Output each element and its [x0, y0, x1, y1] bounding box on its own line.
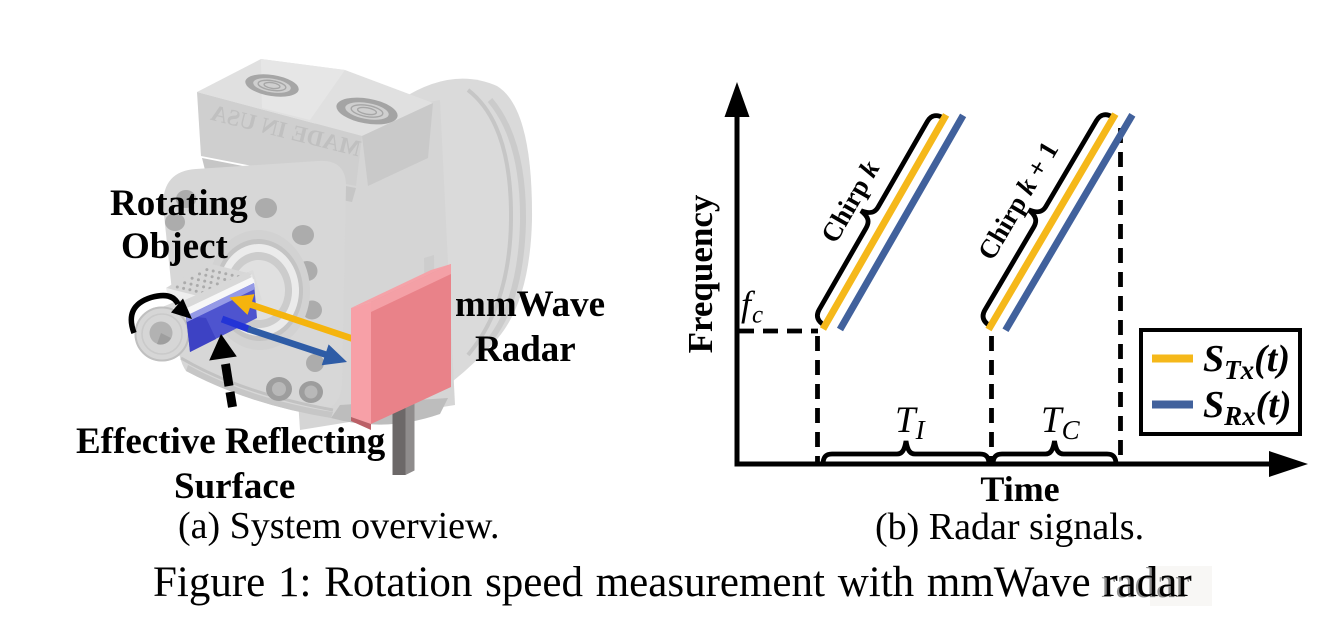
- svg-text:TC: TC: [1041, 400, 1081, 445]
- svg-text:Rotating: Rotating: [110, 183, 248, 224]
- svg-text:radar: radar: [1101, 560, 1189, 607]
- svg-text:Object: Object: [121, 226, 229, 267]
- svg-text:Radar: Radar: [475, 329, 576, 370]
- svg-text:SRx(t): SRx(t): [1203, 384, 1292, 431]
- svg-text:Frequency: Frequency: [681, 194, 720, 353]
- svg-text:fc: fc: [741, 284, 763, 329]
- svg-text:Time: Time: [980, 469, 1059, 509]
- svg-text:Figure 1: Rotation speed measu: Figure 1: Rotation speed measurement wit…: [153, 559, 1192, 606]
- svg-text:Effective Reflecting: Effective Reflecting: [76, 421, 386, 462]
- svg-text:TI: TI: [895, 400, 927, 445]
- svg-text:mmWave: mmWave: [455, 284, 605, 325]
- svg-text:(b) Radar signals.: (b) Radar signals.: [875, 506, 1144, 548]
- svg-text:Surface: Surface: [174, 466, 295, 507]
- svg-text:STx(t): STx(t): [1203, 338, 1290, 385]
- svg-text:(a) System overview.: (a) System overview.: [178, 505, 500, 547]
